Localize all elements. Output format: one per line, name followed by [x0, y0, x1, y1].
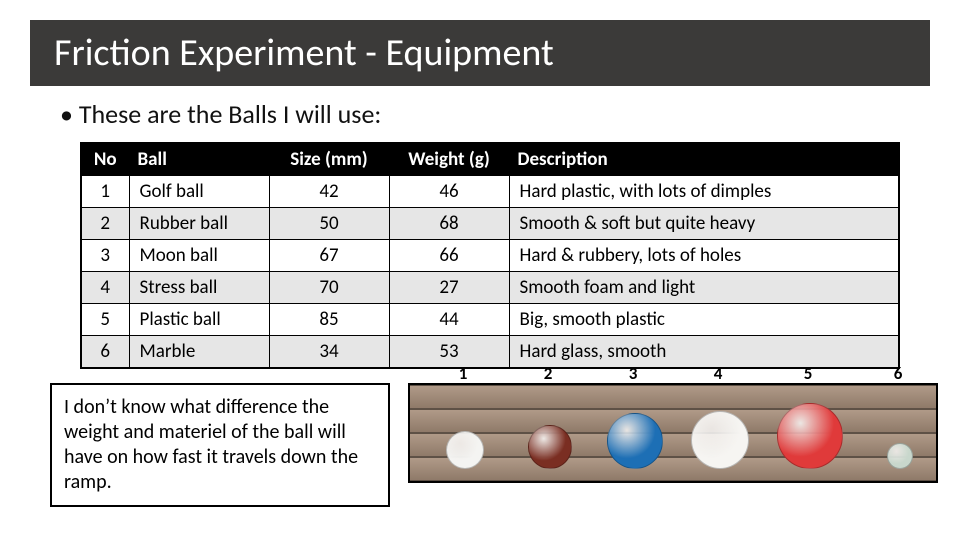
ball-icon — [607, 413, 663, 469]
equipment-table-wrap: No Ball Size (mm) Weight (g) Description… — [80, 142, 900, 369]
table-row: 2Rubber ball5068Smooth & soft but quite … — [81, 208, 899, 240]
cell-no: 1 — [81, 176, 129, 208]
cell-desc: Hard plastic, with lots of dimples — [509, 176, 899, 208]
cell-no: 3 — [81, 240, 129, 272]
cell-weight: 44 — [389, 304, 509, 336]
table-row: 1Golf ball4246Hard plastic, with lots of… — [81, 176, 899, 208]
cell-ball: Rubber ball — [129, 208, 269, 240]
cell-weight: 27 — [389, 272, 509, 304]
col-header-desc: Description — [509, 143, 899, 176]
table-row: 6Marble3453Hard glass, smooth — [81, 336, 899, 369]
ball-label: 1 — [453, 363, 473, 384]
deck-plank — [410, 385, 936, 409]
col-header-size: Size (mm) — [269, 143, 389, 176]
table-row: 5Plastic ball8544Big, smooth plastic — [81, 304, 899, 336]
ball-icon — [691, 411, 749, 469]
ball-label: 6 — [888, 363, 908, 384]
deck-plank — [410, 409, 936, 433]
cell-size: 42 — [269, 176, 389, 208]
table-header-row: No Ball Size (mm) Weight (g) Description — [81, 143, 899, 176]
cell-weight: 53 — [389, 336, 509, 369]
col-header-no: No — [81, 143, 129, 176]
deck-plank — [410, 457, 936, 481]
col-header-weight: Weight (g) — [389, 143, 509, 176]
ball-icon — [887, 443, 913, 469]
cell-size: 34 — [269, 336, 389, 369]
note-text: I don’t know what difference the weight … — [50, 383, 390, 507]
col-header-ball: Ball — [129, 143, 269, 176]
cell-no: 4 — [81, 272, 129, 304]
cell-no: 2 — [81, 208, 129, 240]
ball-label: 4 — [708, 363, 728, 384]
ball-icon — [528, 425, 572, 469]
cell-size: 67 — [269, 240, 389, 272]
ball-label: 3 — [623, 363, 643, 384]
cell-desc: Smooth foam and light — [509, 272, 899, 304]
balls-photo-wrap: 123456 — [408, 383, 940, 483]
deck-plank — [410, 433, 936, 457]
cell-size: 70 — [269, 272, 389, 304]
ball-label: 5 — [798, 363, 818, 384]
cell-no: 6 — [81, 336, 129, 369]
cell-size: 50 — [269, 208, 389, 240]
cell-ball: Plastic ball — [129, 304, 269, 336]
balls-photo — [408, 383, 938, 483]
page-title: Friction Experiment - Equipment — [30, 20, 930, 86]
ball-icon — [446, 431, 484, 469]
cell-weight: 66 — [389, 240, 509, 272]
cell-weight: 68 — [389, 208, 509, 240]
deck-plank — [410, 481, 936, 483]
cell-ball: Moon ball — [129, 240, 269, 272]
cell-desc: Hard glass, smooth — [509, 336, 899, 369]
cell-size: 85 — [269, 304, 389, 336]
ball-icon — [777, 403, 843, 469]
table-row: 4Stress ball7027Smooth foam and light — [81, 272, 899, 304]
cell-ball: Stress ball — [129, 272, 269, 304]
cell-desc: Big, smooth plastic — [509, 304, 899, 336]
cell-desc: Smooth & soft but quite heavy — [509, 208, 899, 240]
table-row: 3Moon ball6766Hard & rubbery, lots of ho… — [81, 240, 899, 272]
bullet-intro: These are the Balls I will use: — [60, 98, 930, 130]
cell-no: 5 — [81, 304, 129, 336]
cell-weight: 46 — [389, 176, 509, 208]
ball-label: 2 — [538, 363, 558, 384]
cell-desc: Hard & rubbery, lots of holes — [509, 240, 899, 272]
cell-ball: Golf ball — [129, 176, 269, 208]
cell-ball: Marble — [129, 336, 269, 369]
equipment-table: No Ball Size (mm) Weight (g) Description… — [80, 142, 900, 369]
